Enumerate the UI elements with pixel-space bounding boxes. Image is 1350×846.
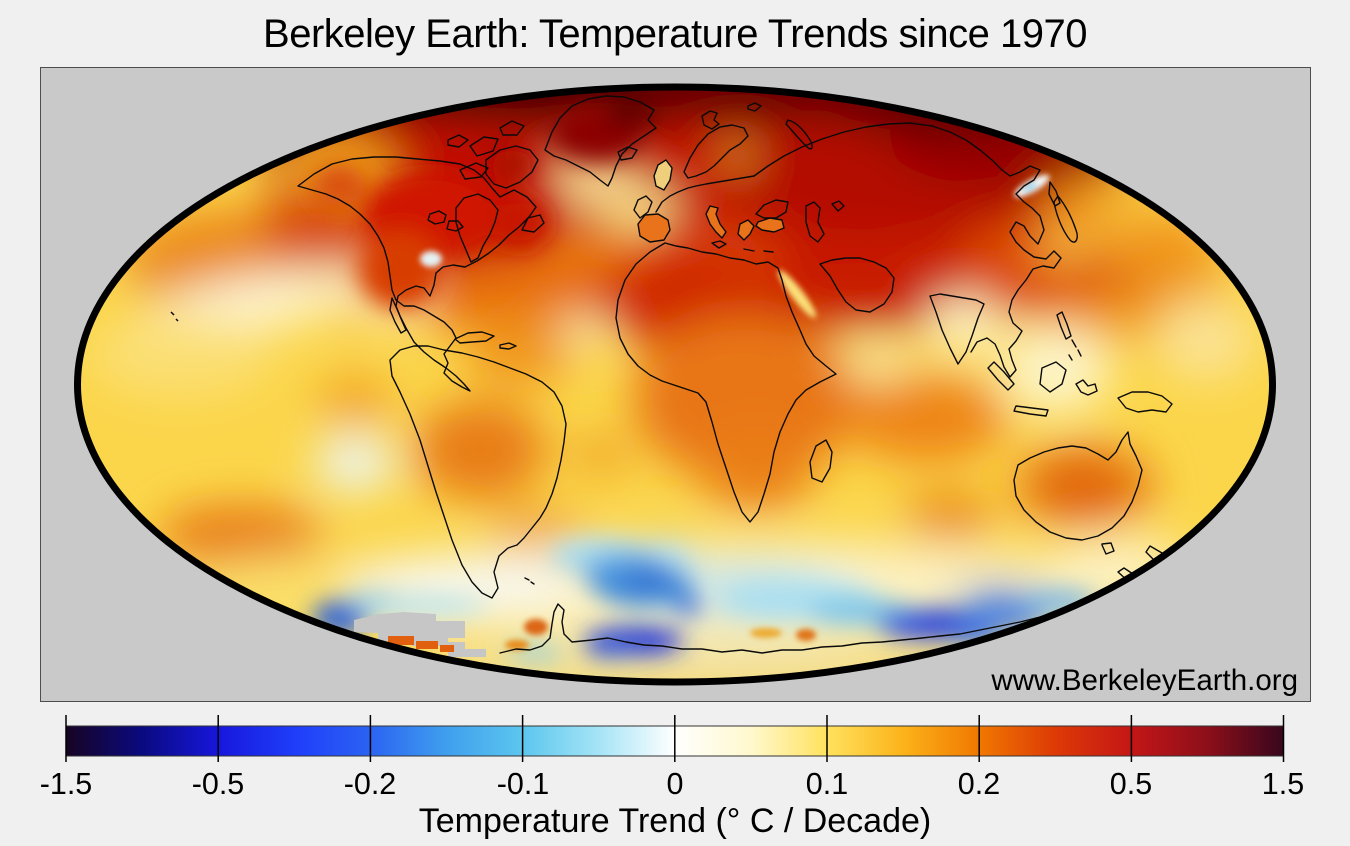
svg-text:-0.1: -0.1	[497, 767, 550, 801]
svg-text:-0.2: -0.2	[344, 767, 397, 801]
svg-text:1.5: 1.5	[1262, 767, 1304, 801]
svg-text:0.1: 0.1	[806, 767, 848, 801]
svg-text:Temperature Trend (° C / Decad: Temperature Trend (° C / Decade)	[419, 802, 931, 840]
svg-text:0.5: 0.5	[1110, 767, 1152, 801]
svg-text:-1.5: -1.5	[40, 767, 93, 801]
svg-text:www.BerkeleyEarth.org: www.BerkeleyEarth.org	[990, 664, 1298, 697]
svg-text:0: 0	[667, 767, 684, 801]
svg-text:-0.5: -0.5	[192, 767, 245, 801]
svg-text:Berkeley Earth: Temperature Tr: Berkeley Earth: Temperature Trends since…	[263, 12, 1087, 56]
svg-text:0.2: 0.2	[958, 767, 1000, 801]
